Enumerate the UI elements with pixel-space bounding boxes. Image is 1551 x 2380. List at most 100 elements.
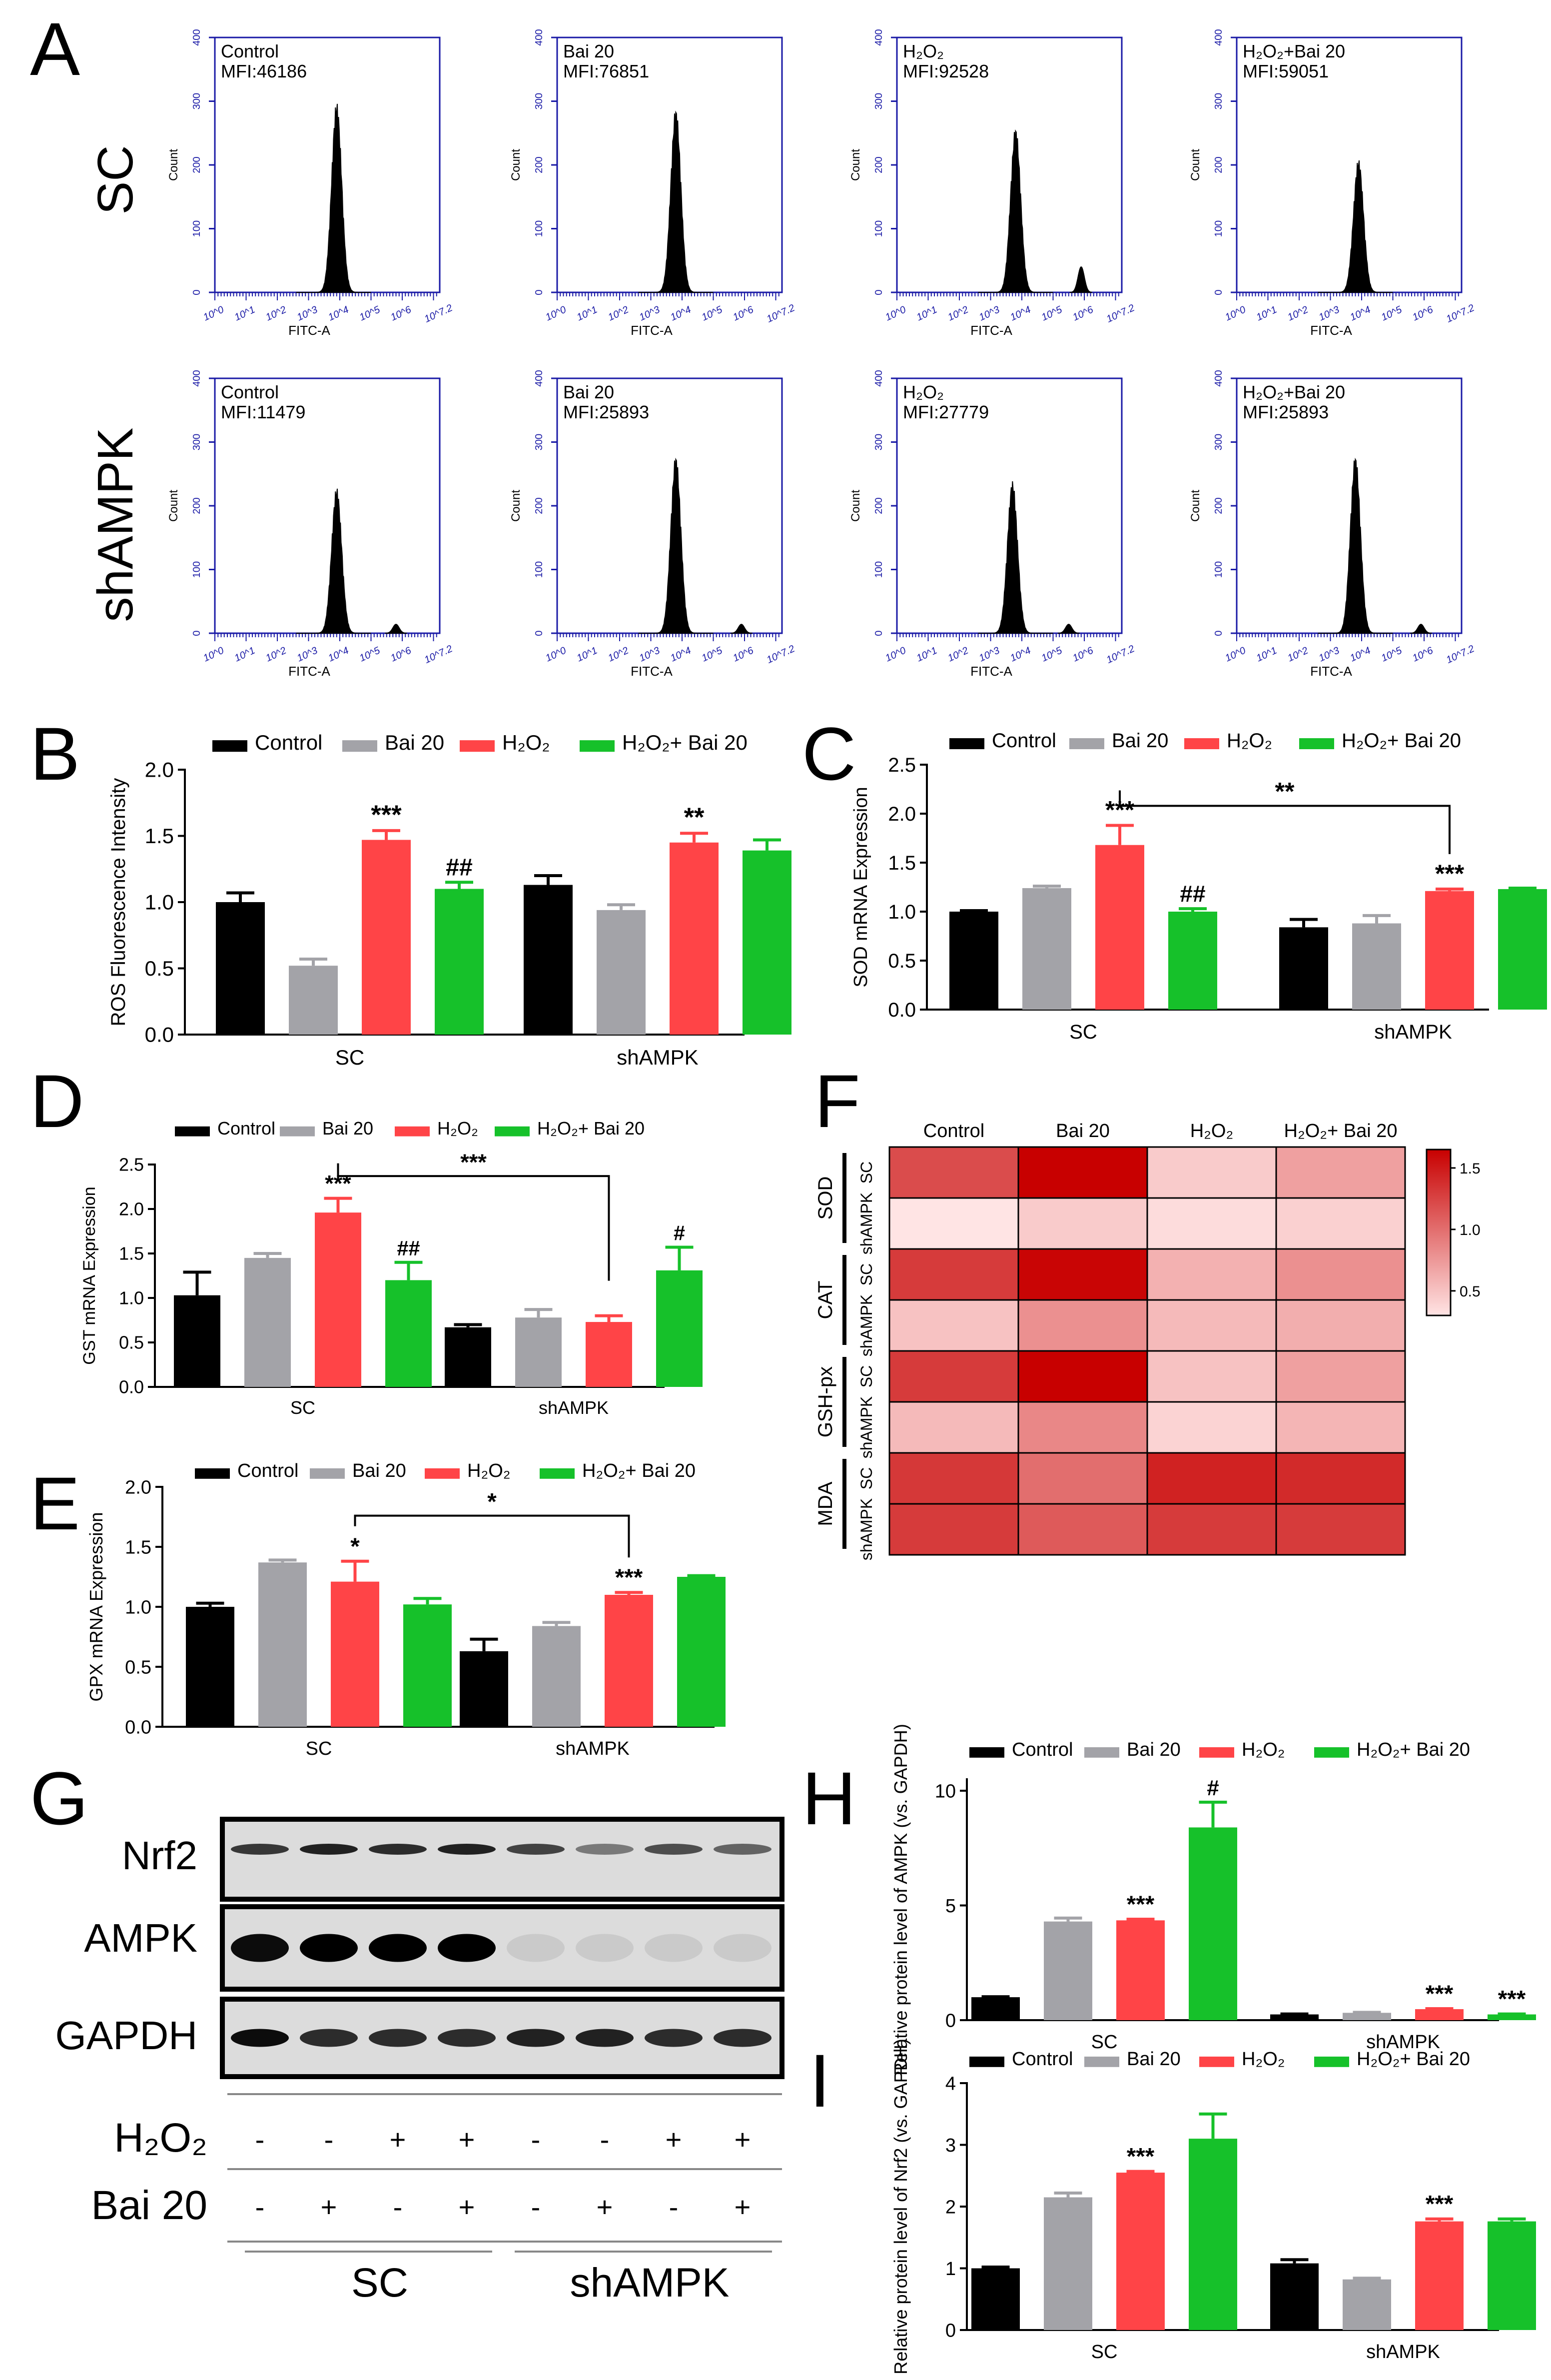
heatmap-group-label: MDA (814, 1481, 836, 1526)
histogram-x-label: FITC-A (631, 664, 673, 679)
legend-swatch-h2o2 (1199, 1747, 1234, 1758)
histogram-mfi: MFI:59051 (1243, 61, 1329, 81)
histogram-y-tick-label: 0 (191, 289, 202, 295)
histogram-y-tick-label: 200 (1213, 156, 1224, 173)
bar-control (1279, 927, 1328, 1010)
histogram-x-tick-label: 10^1 (915, 304, 939, 323)
histogram-y-tick-label: 300 (1213, 93, 1224, 109)
legend-label-h2o2: H₂O₂ (467, 1460, 511, 1481)
histogram-x-tick-label: 10^2 (264, 304, 288, 323)
blot-h2o2-sign: - (255, 2124, 265, 2155)
histogram-x-tick-label: 10^4 (669, 645, 693, 664)
histogram-y-tick-label: 200 (873, 156, 884, 173)
bar-bai (244, 1257, 291, 1387)
histogram-x-label: FITC-A (1310, 323, 1352, 338)
histogram-x-tick-label: 10^2 (1286, 645, 1310, 664)
panel-letter-a: A (30, 7, 80, 91)
y-tick-label: 2.5 (119, 1155, 144, 1175)
legend-swatch-combo (540, 1468, 575, 1479)
bar-bai (515, 1317, 562, 1387)
heatmap-column-label: Bai 20 (1056, 1121, 1110, 1142)
legend-swatch-control (175, 1126, 210, 1137)
histogram-x-label: FITC-A (631, 323, 673, 338)
heatmap-row-label: shAMPK (857, 1192, 875, 1254)
bar-h2o2 (362, 840, 411, 1035)
histogram-x-tick-label: 10^6 (389, 304, 413, 323)
significance-mark: ** (684, 803, 705, 832)
blot-group-label: shAMPK (570, 2260, 730, 2306)
heatmap-cell (888, 1299, 1019, 1352)
histogram-x-tick-label: 10^5 (1040, 645, 1064, 664)
heatmap-cell (1017, 1197, 1148, 1250)
histogram-main-peak (1318, 457, 1393, 634)
bar-combo (435, 889, 484, 1035)
bar-combo (1189, 1827, 1237, 2020)
legend-label-combo: H₂O₂+ Bai 20 (582, 1460, 696, 1481)
bar-bai (1352, 923, 1401, 1010)
histogram-y-tick-label: 400 (1213, 370, 1224, 386)
y-tick-label: 1 (945, 2259, 956, 2280)
heatmap-group-label: GSH-px (814, 1366, 836, 1437)
blot-band (438, 2029, 496, 2047)
bar-bai (1044, 2197, 1092, 2330)
colorbar-tick-label: 1.0 (1460, 1222, 1481, 1238)
histogram-x-tick-label: 10^6 (731, 645, 756, 664)
panel-letters: A B C D E F G H I (30, 7, 860, 2123)
bar-h2o2 (1095, 845, 1144, 1010)
bar-bai (1044, 1921, 1092, 2020)
heatmap-row-label: SC (857, 1365, 875, 1387)
heatmap-cell (1146, 1146, 1277, 1199)
histogram-x-tick-label: 10^0 (1223, 304, 1247, 323)
x-category-label: shAMPK (1374, 1021, 1452, 1043)
legend-label-bai: Bai 20 (1127, 1739, 1181, 1760)
histogram-x-tick-label: 10^1 (915, 645, 939, 664)
blot-band (369, 2029, 427, 2047)
histogram-y-tick-label: 400 (873, 370, 884, 386)
heatmap-cell (888, 1197, 1019, 1250)
significance-mark: ## (1180, 881, 1205, 907)
heatmap-column-label: H₂O₂ (1190, 1121, 1234, 1142)
significance-mark: *** (1127, 2144, 1155, 2170)
histogram-x-tick-label: 10^6 (1071, 304, 1095, 323)
histogram-y-tick-label: 200 (534, 497, 545, 514)
significance-mark: # (674, 1222, 685, 1245)
histogram-main-peak (638, 110, 714, 293)
heatmap-cell (888, 1503, 1019, 1556)
histogram-y-tick-label: 100 (191, 220, 202, 237)
heatmap-cell (888, 1350, 1019, 1403)
histogram-title: H₂O₂+Bai 20 (1243, 41, 1345, 61)
histogram-y-label: Count (509, 490, 523, 522)
heatmap-cell (1146, 1350, 1277, 1403)
bar-h2o2 (331, 1581, 379, 1727)
histogram-mfi: MFI:11479 (221, 402, 305, 422)
heatmap-row-label: shAMPK (857, 1294, 875, 1356)
bar-h2o2 (1425, 891, 1474, 1010)
legend-swatch-combo (1314, 1747, 1349, 1758)
y-axis-label: GPX mRNA Expression (86, 1512, 106, 1702)
histogram-mfi: MFI:92528 (903, 61, 989, 81)
legend-swatch-bai (280, 1126, 315, 1137)
blot-bai-sign: + (321, 2191, 337, 2223)
heatmap-cell (1275, 1248, 1406, 1301)
blot-band (438, 1934, 496, 1962)
histogram-x-tick-label: 10^0 (544, 304, 568, 323)
legend-label-control: Control (217, 1118, 275, 1139)
histogram-y-label: Count (167, 149, 180, 181)
heatmap-row-label: SC (857, 1467, 875, 1489)
histogram-x-tick-label: 10^3 (977, 304, 1001, 323)
heatmap-cell (1017, 1401, 1148, 1454)
histogram-x-tick-label: 10^7.2 (1105, 302, 1136, 325)
histogram-y-tick-label: 300 (873, 93, 884, 109)
bar-combo (743, 850, 791, 1035)
y-tick-label: 2.5 (888, 754, 916, 776)
bar-control (174, 1295, 220, 1387)
bar-control (1270, 2263, 1319, 2330)
blot-band (576, 1844, 634, 1855)
histogram-y-tick-label: 100 (1213, 220, 1224, 237)
histogram-x-tick-label: 10^2 (606, 304, 630, 323)
histogram-x-tick-label: 10^6 (1411, 645, 1435, 664)
heatmap-cell (1275, 1146, 1406, 1199)
histogram-title: Control (221, 382, 279, 402)
heatmap-column-label: H₂O₂+ Bai 20 (1284, 1121, 1398, 1142)
legend-label-combo: H₂O₂+ Bai 20 (1342, 730, 1461, 752)
